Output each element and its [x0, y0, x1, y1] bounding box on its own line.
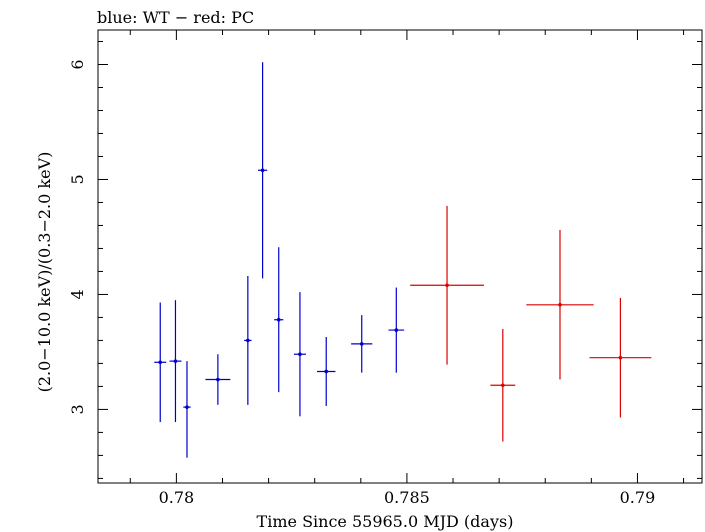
data-marks — [154, 62, 652, 458]
data-point — [388, 287, 405, 373]
plot-frame — [97, 29, 703, 484]
point-marker — [359, 342, 364, 346]
tick-labels: 0.78 0.785 0.79 3 4 5 6 — [68, 59, 655, 507]
data-point — [257, 62, 268, 279]
series-pc — [410, 205, 652, 442]
data-point — [589, 297, 652, 418]
point-marker — [173, 359, 178, 363]
x-tick-label: 0.785 — [384, 488, 430, 507]
point-marker — [260, 168, 265, 173]
y-tick-label: 5 — [68, 174, 87, 184]
point-marker — [276, 317, 281, 322]
data-point — [274, 247, 284, 393]
data-point — [317, 336, 336, 406]
point-marker — [394, 328, 399, 332]
point-marker — [185, 405, 189, 409]
point-marker — [246, 338, 250, 343]
data-point — [205, 354, 231, 405]
x-axis-label: Time Since 55965.0 MJD (days) — [257, 512, 514, 531]
x-tick-label: 0.78 — [159, 488, 195, 507]
series-wt — [154, 62, 405, 458]
data-point — [169, 300, 182, 423]
y-tick-label: 6 — [68, 59, 87, 69]
point-marker — [158, 360, 163, 365]
y-tick-label: 3 — [68, 404, 87, 414]
point-marker — [324, 369, 329, 374]
point-marker — [216, 377, 220, 382]
chart-title: blue: WT − red: PC — [97, 8, 254, 27]
data-point — [490, 328, 516, 442]
point-marker — [501, 383, 505, 388]
point-marker — [445, 283, 449, 288]
data-point — [351, 315, 373, 373]
axis-ticks — [98, 30, 702, 483]
data-point — [183, 361, 191, 458]
data-point — [293, 292, 306, 417]
data-point — [410, 205, 484, 365]
point-marker — [618, 355, 623, 360]
data-point — [526, 230, 594, 380]
point-marker — [558, 302, 562, 307]
point-marker — [298, 352, 302, 357]
data-point — [154, 302, 167, 423]
x-tick-label: 0.79 — [620, 488, 656, 507]
y-axis-label: (2.0−10.0 keV)/(0.3−2.0 keV) — [35, 152, 54, 393]
data-point — [244, 276, 252, 405]
y-tick-label: 4 — [68, 289, 87, 299]
